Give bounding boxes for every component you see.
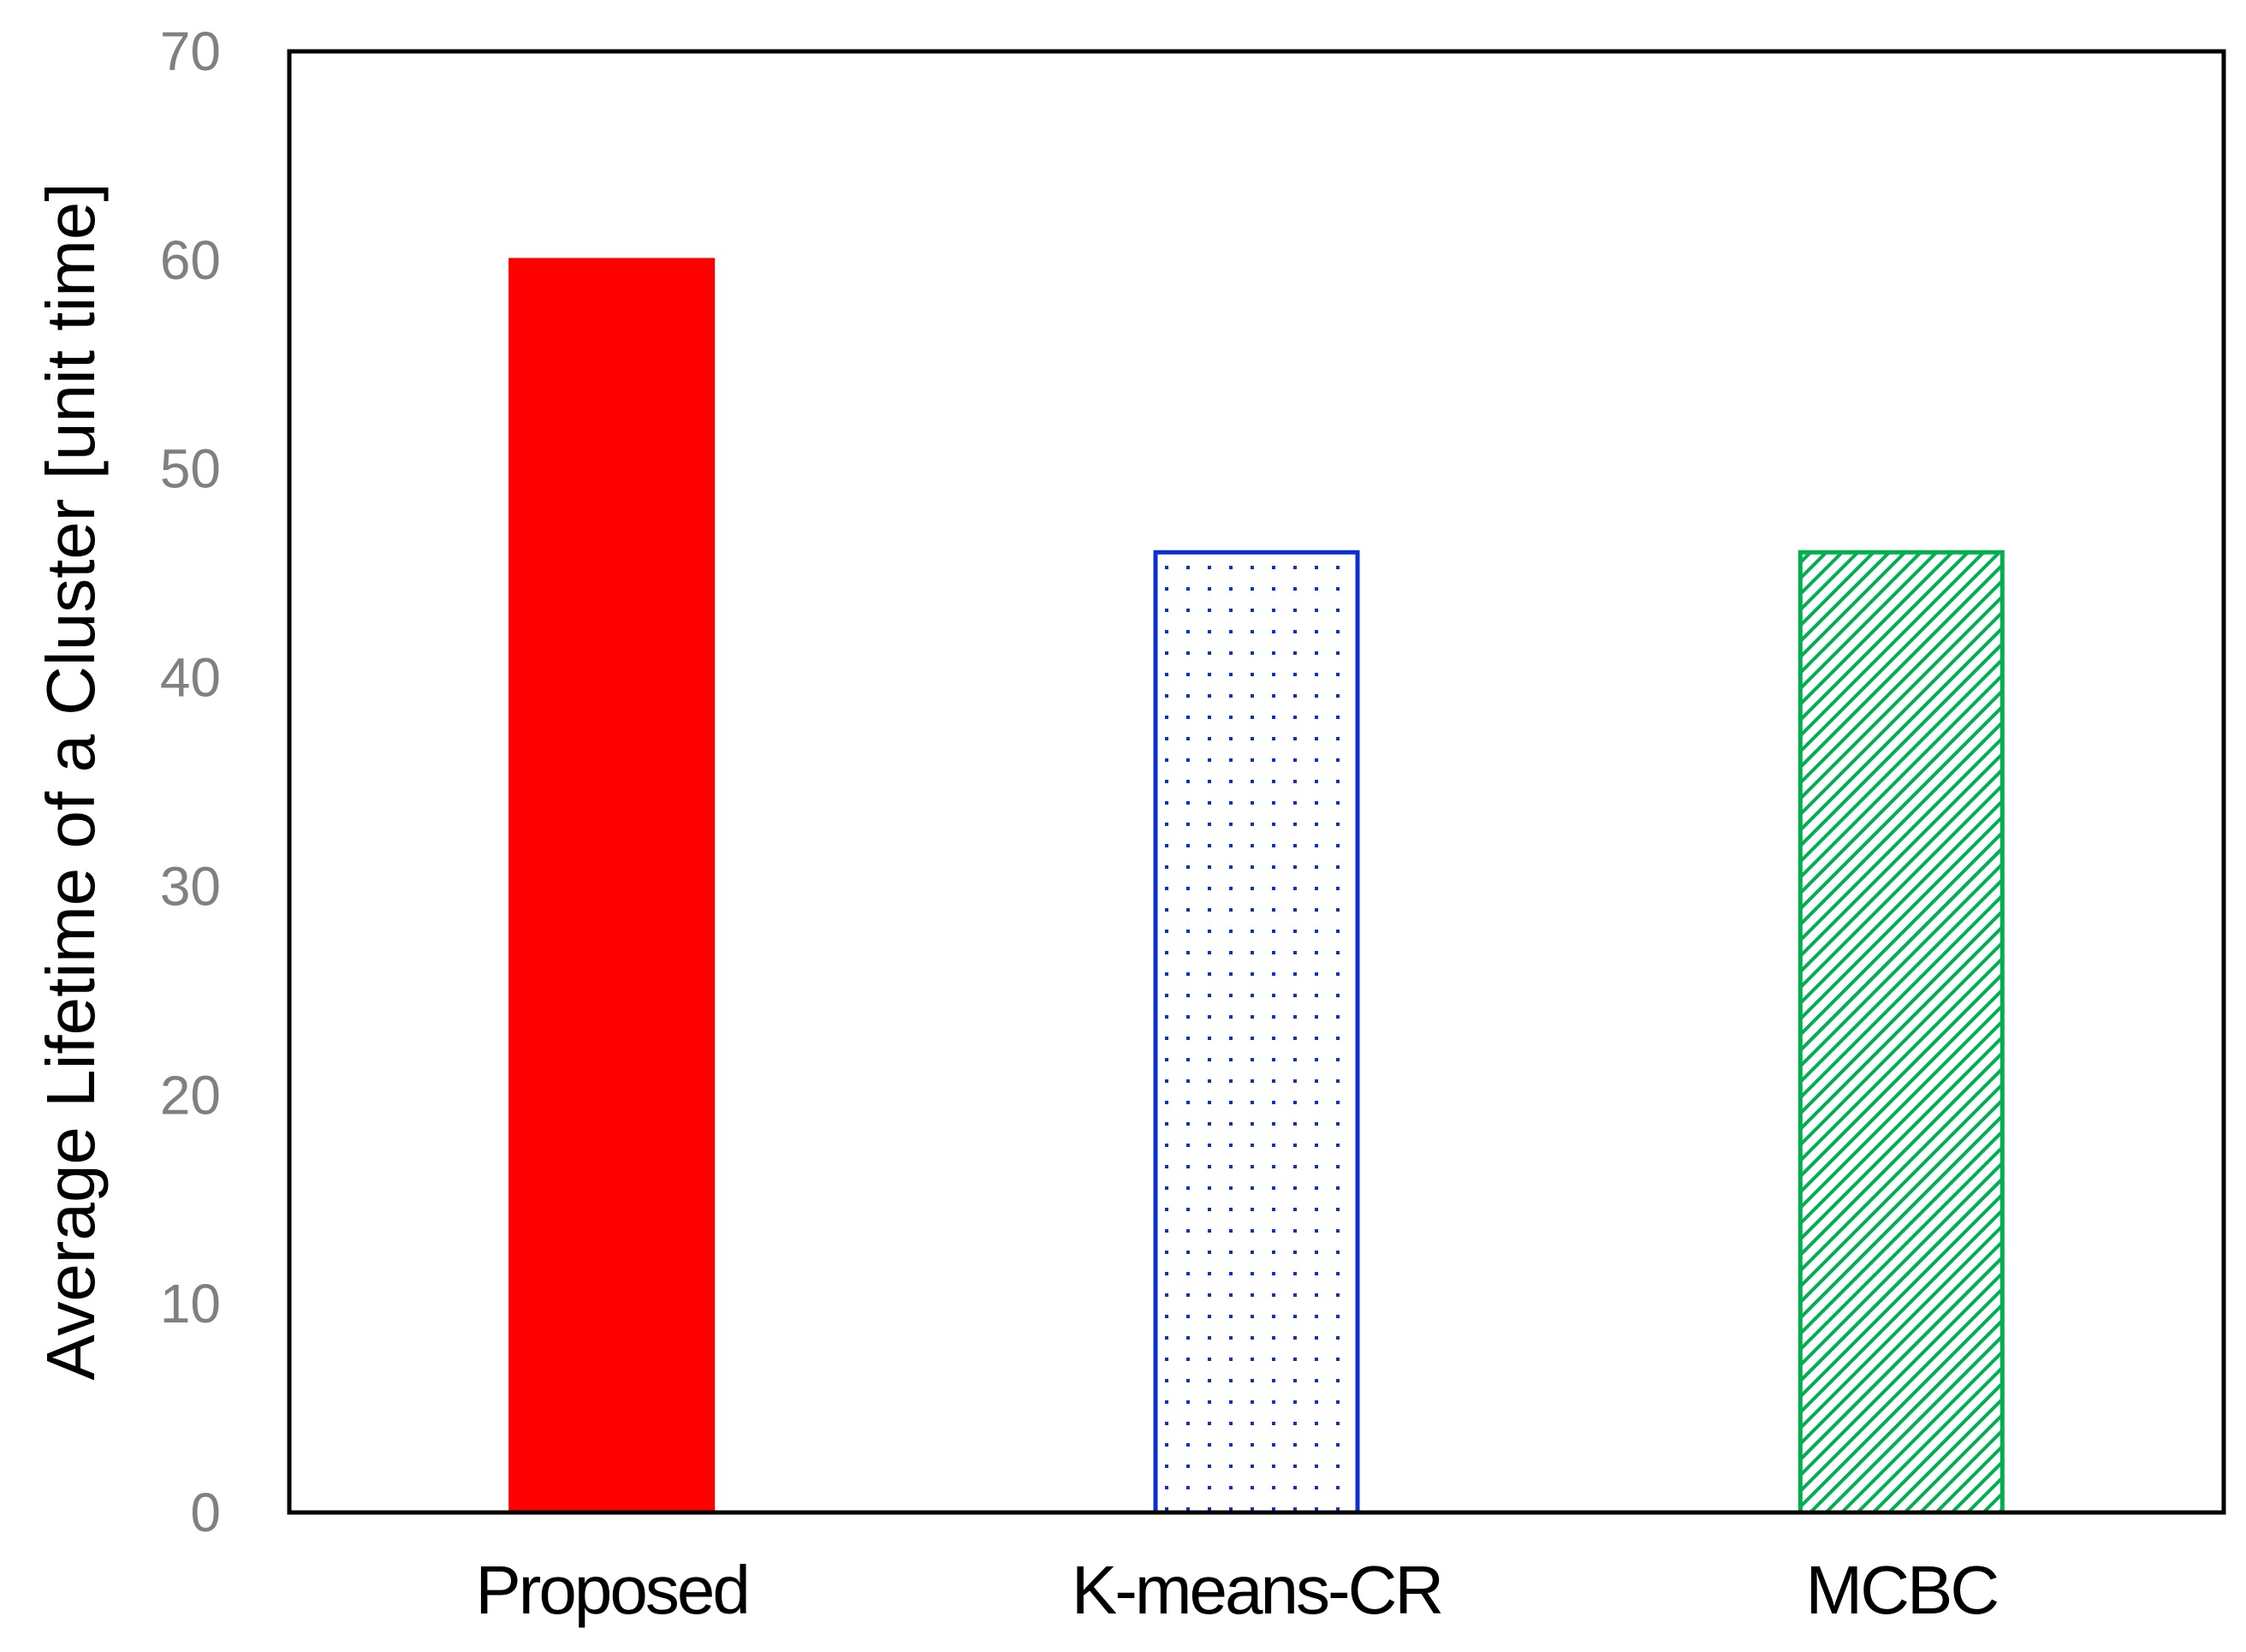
y-tick-label: 20	[160, 1064, 221, 1126]
x-tick-label: K-means-CR	[1072, 1552, 1442, 1628]
x-tick-label: Proposed	[475, 1552, 747, 1628]
bar-mcbc	[1797, 550, 2005, 1515]
y-tick-label: 40	[160, 647, 221, 709]
y-axis-ticks: 0 10 20 30 40 50 60 70	[160, 21, 221, 1543]
plot-area-frame	[287, 49, 2226, 1515]
y-tick-label: 30	[160, 855, 221, 917]
bar-k-means-cr	[1153, 550, 1360, 1515]
y-tick-label: 10	[160, 1273, 221, 1334]
y-tick-label: 60	[160, 229, 221, 291]
y-tick-label: 0	[190, 1482, 221, 1543]
y-tick-label: 50	[160, 438, 221, 500]
bars-group	[508, 258, 2005, 1515]
y-tick-label: 70	[160, 21, 221, 82]
bar-proposed	[508, 258, 716, 1515]
x-tick-label: MCBC	[1806, 1552, 1998, 1628]
y-axis-title: Average Lifetime of a Cluster [unit time…	[33, 182, 109, 1380]
x-axis-labels: Proposed K-means-CR MCBC	[475, 1552, 1999, 1628]
